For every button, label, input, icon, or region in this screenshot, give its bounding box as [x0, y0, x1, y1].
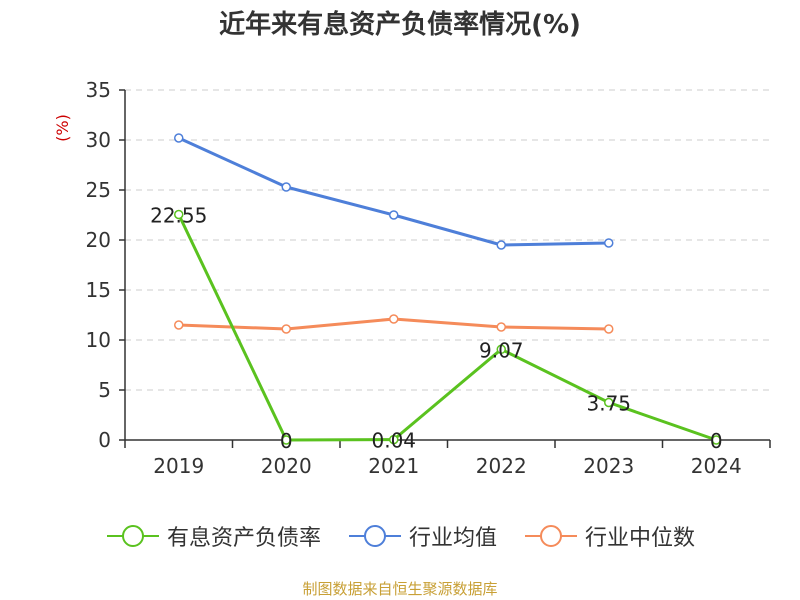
data-point	[604, 324, 614, 334]
y-tick-label: 25	[86, 178, 111, 202]
data-point	[281, 182, 291, 192]
data-label: 22.55	[150, 204, 207, 228]
legend-item[interactable]: 行业中位数	[523, 520, 695, 552]
legend-item[interactable]: 有息资产负债率	[105, 520, 321, 552]
x-tick-label: 2021	[368, 454, 419, 478]
y-tick-label: 5	[98, 378, 111, 402]
y-tick-label: 15	[86, 278, 111, 302]
series-1	[174, 209, 721, 445]
y-tick-label: 20	[86, 228, 111, 252]
data-point	[604, 397, 614, 408]
legend-marker-icon	[348, 525, 401, 547]
data-label: 9.07	[479, 338, 524, 362]
data-point	[496, 240, 506, 250]
source-note: 制图数据来自恒生聚源数据库	[302, 580, 498, 598]
data-point	[281, 324, 291, 334]
y-tick-label: 35	[86, 78, 111, 102]
series-line	[178, 136, 609, 247]
data-label: 0	[710, 429, 723, 453]
data-label: 0.04	[371, 429, 416, 453]
y-tick-label: 30	[86, 128, 111, 152]
legend-marker-icon	[106, 525, 159, 547]
data-point	[496, 322, 506, 332]
data-label: 3.75	[586, 392, 631, 416]
legend-marker-icon	[525, 525, 577, 547]
legend: 有息资产负债率 行业均值 行业中位数	[0, 520, 800, 552]
data-label: 0	[280, 429, 293, 453]
data-point	[711, 435, 721, 445]
chart-title: 近年来有息资产负债率情况(%)	[219, 10, 581, 40]
series-3	[174, 314, 614, 334]
axes: 0 5 10 15 20 25 30 35 2019 2020 2021 2022 2023 2024 (%…	[53, 78, 771, 478]
x-tick-label: 2022	[476, 454, 527, 478]
legend-label: 行业中位数	[585, 526, 696, 551]
data-point	[174, 133, 184, 143]
x-tick-label: 2024	[691, 454, 742, 478]
data-point	[389, 434, 399, 445]
y-tick-label: 0	[98, 428, 111, 452]
data-point	[496, 344, 506, 355]
x-tick-label: 2019	[153, 454, 204, 478]
gridlines	[125, 89, 770, 391]
data-point	[281, 435, 291, 445]
legend-label: 有息资产负债率	[166, 526, 321, 551]
data-labels: 22.55 0 0.04 9.07 3.75 0	[150, 204, 723, 454]
legend-label: 行业均值	[408, 526, 497, 551]
series-line	[177, 213, 717, 442]
x-tick-label: 2020	[261, 454, 312, 478]
series-lines	[174, 133, 721, 445]
data-point	[389, 210, 399, 220]
data-point	[389, 314, 399, 324]
x-tick-label: 2023	[583, 454, 634, 478]
data-point	[174, 209, 184, 220]
data-point	[174, 320, 184, 330]
series-2	[174, 133, 614, 250]
y-tick-label: 10	[86, 328, 111, 352]
data-point	[604, 238, 614, 248]
legend-item[interactable]: 行业均值	[347, 520, 497, 552]
y-axis-unit-label: (%)	[53, 114, 72, 142]
